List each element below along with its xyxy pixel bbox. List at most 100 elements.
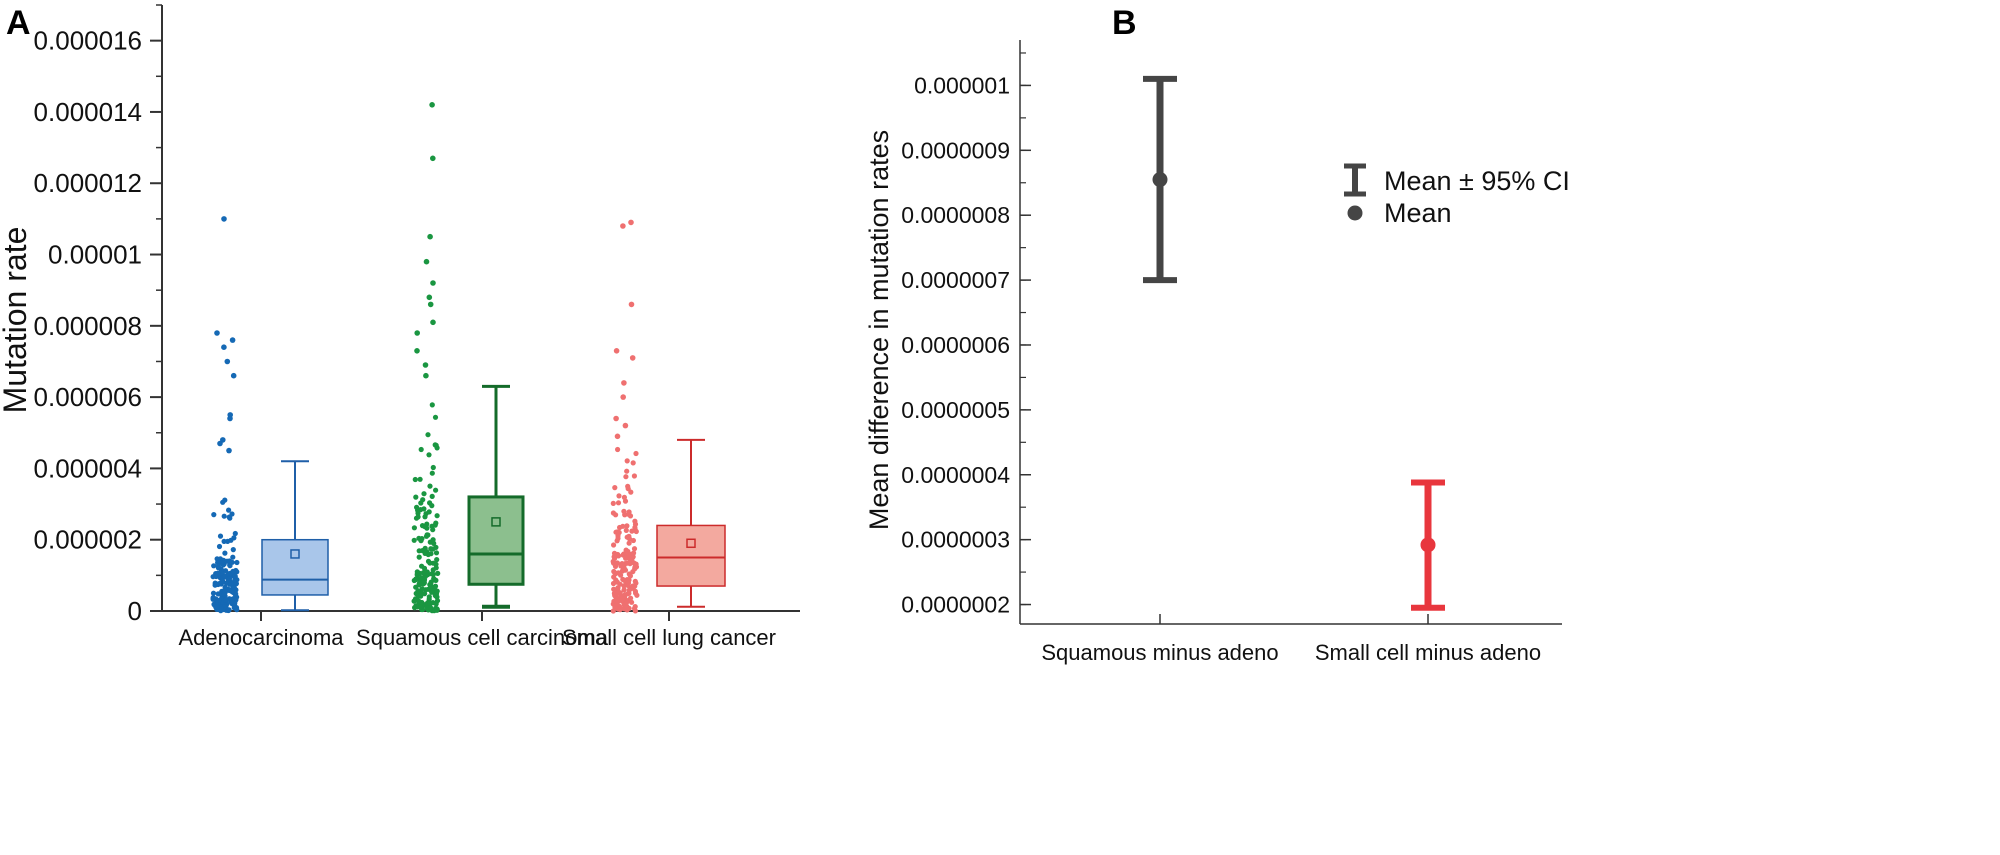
data-point-high: [613, 415, 619, 422]
data-point: [432, 442, 438, 448]
y-tick-label-a: 0.00001: [48, 240, 142, 270]
data-point: [418, 446, 424, 453]
data-point: [632, 608, 639, 614]
data-point: [221, 538, 227, 545]
data-point: [424, 532, 430, 538]
data-point: [411, 537, 417, 543]
data-point: [433, 544, 439, 551]
data-point: [426, 452, 432, 458]
data-point: [231, 584, 237, 591]
data-point: [411, 525, 417, 531]
y-tick-label-b: 0.0000006: [901, 332, 1010, 358]
box-3: [656, 438, 726, 608]
data-point: [430, 537, 436, 543]
data-point: [621, 587, 627, 593]
data-point: [631, 546, 638, 552]
data-point: [413, 603, 419, 609]
y-tick-label-b: 0.0000004: [901, 462, 1010, 488]
data-point: [623, 527, 629, 534]
mean-dot: [1152, 172, 1168, 188]
x-category-label-a: Adenocarcinoma: [178, 625, 344, 650]
y-tick-label-a: 0.000012: [34, 168, 142, 198]
data-point: [612, 485, 618, 491]
legend-entry-ci: Mean ± 95% CI: [1384, 166, 1570, 196]
data-point-high: [221, 344, 227, 351]
data-point: [633, 528, 639, 535]
data-point: [623, 602, 629, 609]
data-point: [424, 525, 430, 531]
data-point: [428, 605, 434, 611]
box-iqr: [467, 495, 525, 586]
data-point-high: [427, 301, 434, 308]
data-point: [610, 510, 617, 516]
data-point: [232, 530, 238, 537]
data-point-high: [430, 155, 436, 162]
data-point: [211, 563, 217, 569]
data-point: [417, 604, 424, 610]
data-point: [615, 553, 622, 559]
data-point: [213, 581, 219, 588]
scatter-points-2: [411, 102, 441, 614]
data-point: [435, 570, 441, 577]
data-point-high: [229, 337, 236, 343]
data-point: [613, 597, 619, 604]
data-point-high: [423, 372, 429, 379]
data-point-high: [613, 348, 620, 354]
data-point: [624, 534, 630, 540]
legend-mean-icon: [1347, 205, 1363, 221]
data-point-high: [226, 447, 232, 454]
y-tick-label-b: 0.0000009: [901, 137, 1010, 163]
data-point: [417, 476, 423, 482]
data-point: [611, 586, 617, 592]
data-point-high: [214, 330, 220, 336]
data-point: [624, 523, 630, 529]
data-point: [211, 511, 217, 518]
data-point: [221, 513, 227, 519]
data-point: [616, 493, 622, 499]
data-point-high: [422, 362, 429, 368]
data-point: [625, 548, 631, 555]
data-point: [633, 450, 639, 457]
data-point: [226, 587, 233, 594]
data-point: [632, 583, 638, 589]
data-point: [230, 547, 236, 553]
data-point-high: [628, 219, 634, 226]
data-point: [433, 577, 439, 584]
y-tick-label-a: 0.000014: [34, 97, 142, 127]
mean-marker: [290, 549, 300, 559]
box-iqr: [261, 538, 329, 596]
data-point-high: [217, 440, 223, 447]
y-tick-label-b: 0.000001: [914, 72, 1010, 98]
data-point: [428, 551, 434, 557]
chart-b-mean-difference-ci: 0.0000002 0.0000003 0.0000004 0.0000005 0.00…: [864, 40, 1570, 665]
data-point: [434, 606, 440, 613]
data-point: [620, 576, 626, 583]
data-point: [226, 507, 232, 513]
data-point: [414, 504, 420, 510]
data-point-high: [620, 223, 626, 229]
data-point: [230, 554, 236, 560]
data-point: [632, 604, 638, 610]
data-point: [433, 565, 439, 571]
data-point: [611, 550, 618, 557]
data-point: [623, 474, 629, 480]
data-point: [631, 473, 638, 479]
data-point: [424, 569, 430, 575]
data-point: [629, 528, 635, 534]
data-point: [218, 560, 225, 566]
data-point: [629, 599, 635, 605]
x-category-label-b: Squamous minus adeno: [1041, 640, 1278, 665]
data-point: [429, 589, 435, 595]
data-point: [624, 458, 630, 464]
data-point: [222, 550, 228, 556]
data-point: [422, 550, 428, 557]
data-point: [413, 576, 419, 583]
data-point: [210, 590, 217, 596]
data-point: [626, 540, 632, 546]
data-point: [434, 557, 440, 563]
data-point: [423, 511, 429, 517]
data-point: [417, 581, 423, 587]
data-point: [619, 596, 625, 602]
data-point: [632, 566, 638, 572]
